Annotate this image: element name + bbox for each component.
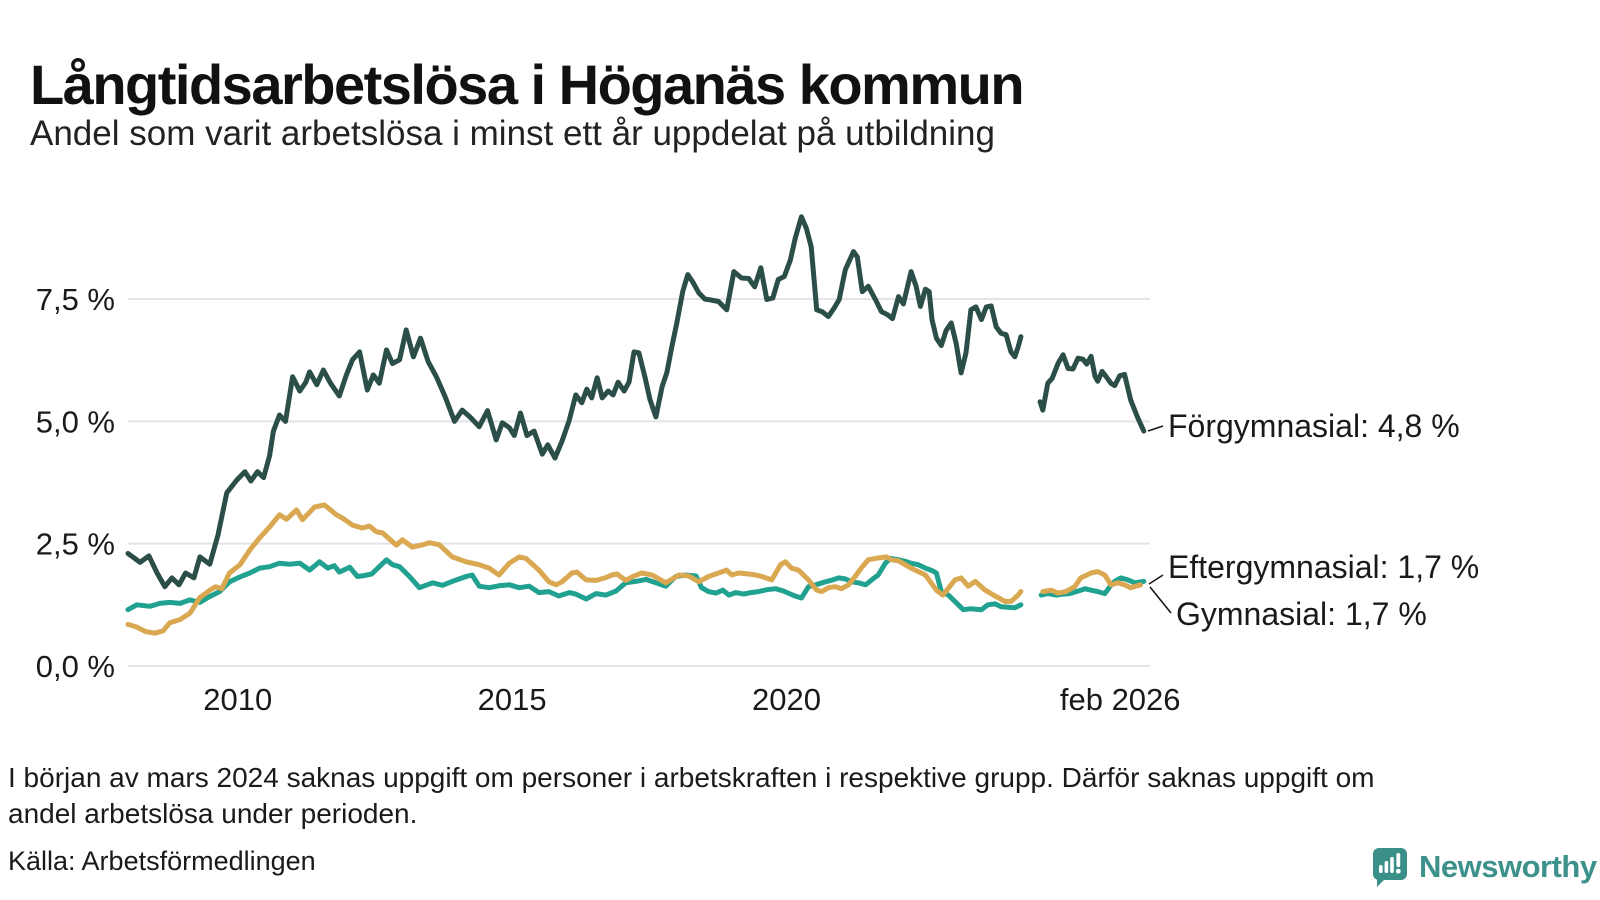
y-tick-label: 2,5 % — [36, 527, 115, 562]
footnote-line-1: I början av mars 2024 saknas uppgift om … — [8, 762, 1375, 793]
y-tick-label: 0,0 % — [36, 649, 115, 684]
x-tick-label: 2020 — [752, 682, 821, 717]
y-axis-labels: 7,5 % 5,0 % 2,5 % 0,0 % — [36, 282, 115, 684]
gymnasial-line — [125, 555, 1024, 613]
page-title: Långtidsarbetslösa i Höganäs kommun — [30, 52, 1025, 116]
y-tick-label: 5,0 % — [36, 404, 115, 439]
y-tick-label: 7,5 % — [36, 282, 115, 317]
eftergymnasial-line — [1040, 569, 1143, 596]
forgymnasial-line — [1037, 352, 1147, 434]
gymnasial-line — [1038, 575, 1147, 598]
forgymnasial-end-label: Förgymnasial: 4,8 % — [1168, 408, 1460, 444]
forgymnasial-line — [125, 214, 1024, 590]
chart-subtitle: Andel som varit arbetslösa i minst ett å… — [30, 114, 995, 153]
footnote-line-2: andel arbetslösa under perioden. — [8, 797, 418, 829]
newsworthy-chart-icon — [1373, 848, 1407, 887]
footnote: I början av mars 2024 saknas uppgift om … — [8, 760, 1374, 831]
forgymnasial-connector-line — [1147, 425, 1164, 432]
x-tick-label: 2015 — [478, 682, 547, 717]
x-tick-label: feb 2026 — [1060, 682, 1181, 717]
x-tick-label: 2010 — [203, 682, 272, 717]
series-end-labels: Förgymnasial: 4,8 % Eftergymnasial: 1,7 … — [1147, 408, 1479, 632]
newsworthy-logo: Newsworthy — [1370, 846, 1597, 888]
eftergymnasial-connector-line — [1148, 574, 1164, 585]
eftergymnasial-line — [125, 502, 1024, 636]
series-lines — [125, 214, 1147, 636]
newsworthy-logo-text: Newsworthy — [1419, 849, 1597, 884]
x-axis-labels: 2010 2015 2020 feb 2026 — [203, 682, 1180, 717]
source-note: Källa: Arbetsförmedlingen — [8, 846, 316, 876]
gymnasial-end-label: Gymnasial: 1,7 % — [1176, 596, 1427, 632]
gridlines — [128, 298, 1150, 667]
eftergymnasial-end-label: Eftergymnasial: 1,7 % — [1168, 549, 1479, 585]
gymnasial-connector-line — [1149, 586, 1172, 614]
